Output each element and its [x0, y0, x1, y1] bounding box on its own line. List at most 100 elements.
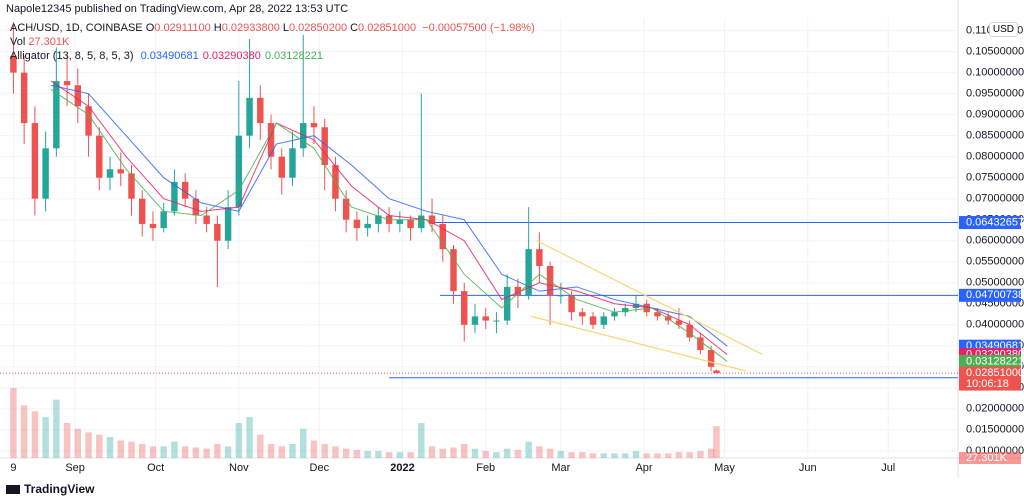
alligator-badge-box — [959, 354, 1021, 368]
candle-body — [63, 81, 71, 86]
volume-bar — [31, 411, 39, 458]
volume-bar — [536, 446, 543, 458]
volume-bar — [589, 453, 597, 458]
y-tick-label: 0.04000000 — [966, 319, 1024, 331]
volume-bar — [450, 447, 457, 458]
candle-body — [353, 219, 361, 229]
volume-bar — [289, 444, 296, 458]
candle-body — [149, 223, 157, 229]
volume-bar — [246, 417, 253, 458]
x-tick-label: Apr — [635, 462, 652, 474]
volume-bar — [74, 428, 82, 458]
volume-bar — [267, 444, 275, 458]
candle-body — [235, 135, 243, 208]
volume-bar — [181, 446, 189, 458]
volume-bar — [525, 441, 532, 458]
symbol: ACH/USD, 1D, COINBASE — [10, 22, 143, 34]
volume-bar — [332, 446, 339, 458]
y-tick-label: 0.05000000 — [966, 277, 1024, 289]
volume-bar — [622, 453, 629, 458]
candle-body — [117, 169, 124, 174]
x-tick-label: 2022 — [390, 462, 414, 474]
volume-bar — [85, 432, 92, 458]
candle-body — [224, 207, 232, 241]
field-value: 0.02933800 — [221, 22, 280, 34]
y-tick-label: 0.05500000 — [966, 256, 1024, 268]
y-tick-label: 0.08000000 — [966, 151, 1024, 163]
candle-body — [181, 181, 189, 199]
volume-bar — [20, 405, 28, 458]
candle-body — [418, 215, 425, 229]
vol-key: Vol — [10, 36, 26, 48]
candle-body — [214, 223, 221, 241]
candle-body — [675, 320, 683, 325]
candle-body — [407, 219, 414, 229]
volume-bar — [713, 426, 720, 458]
volume-bar — [407, 452, 414, 458]
volume-bar — [600, 453, 608, 458]
candle-body — [203, 215, 210, 224]
x-tick-label: Oct — [147, 462, 164, 474]
volume-bar — [224, 446, 232, 458]
candle-body — [139, 198, 146, 224]
volume-bar — [300, 428, 307, 458]
candle-body — [128, 173, 135, 199]
y-tick-label: 0.09500000 — [966, 88, 1024, 100]
x-tick-label: Sep — [65, 462, 85, 474]
legend-volume: Vol 27.301K — [10, 36, 72, 48]
alligator-value: 0.03128221 — [264, 50, 323, 62]
y-tick-label: 0.07500000 — [966, 172, 1024, 184]
volume-bar — [482, 451, 489, 458]
candle-body — [557, 295, 565, 297]
x-tick-label: 9 — [10, 462, 16, 474]
field-key: L — [282, 22, 289, 34]
volume-bar — [557, 451, 565, 458]
candle-body — [85, 106, 92, 136]
last-price-label: 0.02851000 — [966, 367, 1024, 379]
candle-body — [267, 123, 275, 157]
volume-bar — [546, 448, 554, 458]
x-tick-label: Nov — [229, 462, 249, 474]
volume-badge-box — [959, 452, 1021, 464]
volume-bar — [697, 451, 704, 458]
alligator-line — [50, 84, 728, 347]
alligator-value: 0.03290380 — [202, 50, 261, 62]
volume-bar — [503, 448, 511, 458]
x-tick-label: Feb — [476, 462, 495, 474]
volume-bar — [707, 448, 715, 458]
volume-bar — [203, 448, 210, 458]
volume-bar — [611, 453, 618, 458]
x-tick-label: Dec — [310, 462, 330, 474]
volume-bar — [214, 444, 221, 458]
volume-bar — [192, 447, 200, 458]
change: −0.00057500 (−1.98%) — [422, 22, 535, 34]
volume-bar — [53, 399, 60, 458]
candle-body — [611, 312, 618, 317]
y-tick-label: 0.08500000 — [966, 130, 1024, 142]
candle-body — [461, 291, 468, 325]
candle-body — [106, 169, 114, 178]
volume-bar — [117, 440, 124, 458]
volume-bar — [160, 446, 167, 458]
trend-line — [531, 315, 747, 372]
volume-bar — [278, 446, 285, 458]
candle-body — [342, 198, 350, 220]
candle-body — [300, 123, 307, 149]
volume-bar — [439, 448, 446, 458]
volume-bar — [493, 452, 500, 458]
volume-bar — [342, 448, 350, 458]
volume-bar — [461, 444, 468, 458]
candle-body — [428, 215, 436, 224]
field-value: 0.02911100 — [154, 22, 211, 34]
candle-body — [450, 249, 457, 292]
candle-body — [579, 312, 586, 317]
y-tick-label: 0.09000000 — [966, 109, 1024, 121]
x-tick-label: May — [714, 462, 735, 474]
candle-body — [686, 324, 693, 338]
candle-body — [10, 55, 17, 73]
volume-bar — [375, 451, 382, 458]
volume-badge: 27.301K — [966, 452, 1008, 464]
candle-body — [321, 127, 328, 166]
currency-button[interactable]: USD — [988, 22, 1018, 37]
candle-body — [396, 219, 404, 224]
